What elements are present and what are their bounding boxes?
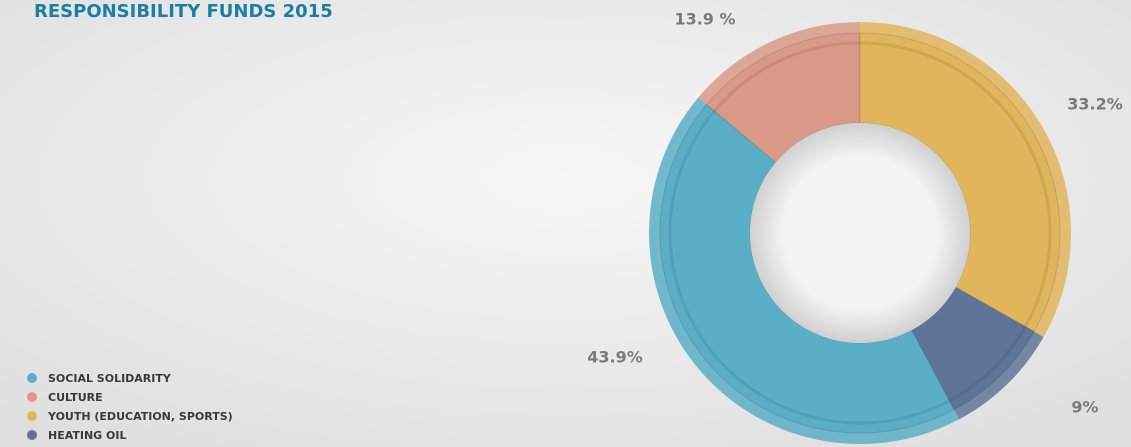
slice-rim bbox=[860, 22, 1071, 337]
legend-marker bbox=[27, 430, 37, 440]
chart-title: RESPONSIBILITY FUNDS 2015 bbox=[34, 1, 333, 22]
slice-rim bbox=[648, 97, 960, 445]
slice-shade bbox=[668, 41, 1052, 425]
legend-label: SOCIAL SOLIDARITY bbox=[48, 372, 172, 385]
legend-label: CULTURE bbox=[48, 391, 103, 404]
donut bbox=[648, 21, 1071, 445]
value-label: 9% bbox=[1071, 398, 1098, 417]
legend-marker bbox=[27, 392, 37, 402]
donut-hole bbox=[750, 123, 970, 343]
value-label: 33.2% bbox=[1067, 95, 1123, 114]
value-label: 43.9% bbox=[587, 348, 643, 367]
value-label: 13.9 % bbox=[674, 10, 735, 29]
legend-label: HEATING OIL bbox=[48, 429, 127, 442]
legend-label: YOUTH (EDUCATION, SPORTS) bbox=[47, 410, 233, 423]
legend-marker bbox=[27, 373, 37, 383]
legend-marker bbox=[27, 411, 37, 421]
